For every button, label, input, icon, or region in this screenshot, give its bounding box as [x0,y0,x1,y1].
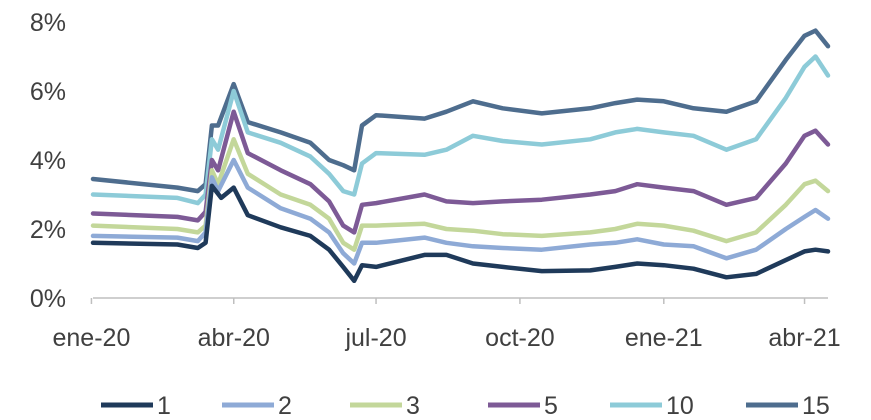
series-line-10 [90,54,831,206]
series-line-1 [90,183,831,284]
x-tick-label: ene-20 [53,324,131,352]
series-line-3 [90,137,831,252]
y-tick-label: 0% [30,285,66,313]
y-tick-label: 6% [30,78,66,106]
y-tick-label: 2% [30,216,66,244]
y-tick-label: 4% [30,147,66,175]
y-axis: 0% 2% 4% 6% 8% [30,9,66,313]
series-line-15 [90,28,831,194]
x-tick-label: abr-21 [768,324,840,352]
legend-label-15: 15 [802,392,830,420]
legend-label-2: 2 [278,392,292,420]
legend-label-10: 10 [666,392,694,420]
legend: 1 2 3 5 10 15 [101,392,830,420]
plot-area [90,28,831,284]
legend-label-5: 5 [544,392,558,420]
legend-label-1: 1 [157,392,171,420]
x-tick-label: jul-20 [344,324,406,352]
y-tick-label: 8% [30,9,66,37]
legend-label-3: 3 [406,392,420,420]
x-axis: ene-20 abr-20 jul-20 oct-20 ene-21 abr-21 [53,298,841,352]
series-line-5 [90,109,831,235]
x-tick-label: oct-20 [485,324,554,352]
x-tick-label: abr-20 [198,324,270,352]
x-tick-label: ene-21 [625,324,703,352]
